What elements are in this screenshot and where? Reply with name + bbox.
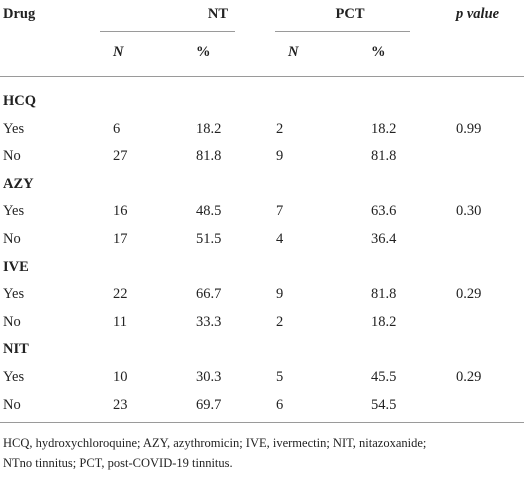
cell: 2 bbox=[276, 120, 284, 137]
cell: 0.30 bbox=[456, 203, 482, 220]
cell: 54.5 bbox=[371, 396, 397, 413]
header-rule bbox=[100, 31, 235, 32]
header-cell: Drug bbox=[3, 6, 36, 22]
cell: 27 bbox=[113, 148, 128, 165]
row-label: No bbox=[3, 313, 21, 330]
cell: 48.5 bbox=[196, 203, 222, 220]
subheader-cell: N bbox=[288, 44, 299, 60]
cell: 0.99 bbox=[456, 120, 482, 137]
header-bottom-rule bbox=[0, 76, 524, 77]
cell: 66.7 bbox=[196, 286, 222, 303]
row-label: No bbox=[3, 231, 21, 247]
row-label: Yes bbox=[3, 120, 25, 137]
cell: 45.5 bbox=[371, 369, 397, 385]
cell: 10 bbox=[113, 369, 128, 385]
group-label: AZY bbox=[3, 175, 34, 192]
group-label: HCQ bbox=[3, 93, 37, 109]
cell: 30.3 bbox=[196, 369, 222, 385]
cell: 81.8 bbox=[371, 286, 397, 303]
cell: 51.5 bbox=[196, 231, 222, 247]
cell: 0.29 bbox=[456, 369, 482, 385]
cell: 22 bbox=[113, 286, 128, 303]
cell: 18.2 bbox=[371, 120, 397, 137]
cell: 4 bbox=[276, 231, 284, 247]
cell: 7 bbox=[276, 203, 284, 220]
footnote: HCQ, hydroxychloroquine; AZY, azythromic… bbox=[3, 436, 427, 450]
cell: 2 bbox=[276, 313, 284, 330]
cell: 17 bbox=[113, 231, 128, 247]
header-cell: p value bbox=[456, 6, 500, 22]
row-label: No bbox=[3, 396, 21, 413]
cell: 16 bbox=[113, 203, 128, 220]
cell: 18.2 bbox=[196, 120, 222, 137]
group-label: NIT bbox=[3, 341, 29, 358]
cell: 23 bbox=[113, 396, 128, 413]
cell: 36.4 bbox=[371, 231, 397, 247]
header-cell: NT bbox=[207, 6, 229, 22]
header-rule bbox=[275, 31, 410, 32]
cell: 18.2 bbox=[371, 313, 397, 330]
cell: 0.29 bbox=[456, 286, 482, 303]
cell: 11 bbox=[113, 313, 127, 330]
cell: 81.8 bbox=[371, 148, 397, 165]
cell: 6 bbox=[113, 120, 121, 137]
row-label: Yes bbox=[3, 286, 25, 303]
row-label: No bbox=[3, 148, 21, 165]
cell: 9 bbox=[276, 286, 284, 303]
cell: 63.6 bbox=[371, 203, 397, 220]
group-label: IVE bbox=[3, 258, 29, 275]
cell: 69.7 bbox=[196, 396, 222, 413]
row-label: Yes bbox=[3, 369, 25, 385]
cell: 33.3 bbox=[196, 313, 222, 330]
subheader-cell: N bbox=[113, 44, 124, 60]
cell: 81.8 bbox=[196, 148, 222, 165]
cell: 6 bbox=[276, 396, 284, 413]
row-label: Yes bbox=[3, 203, 25, 220]
header-cell: PCT bbox=[335, 6, 365, 22]
cell: 9 bbox=[276, 148, 284, 165]
footnote: NTno tinnitus; PCT, post-COVID-19 tinnit… bbox=[3, 456, 233, 470]
subheader-cell: % bbox=[196, 44, 211, 60]
cell: 5 bbox=[276, 369, 284, 385]
subheader-cell: % bbox=[371, 44, 386, 60]
table-bottom-rule bbox=[0, 422, 524, 423]
